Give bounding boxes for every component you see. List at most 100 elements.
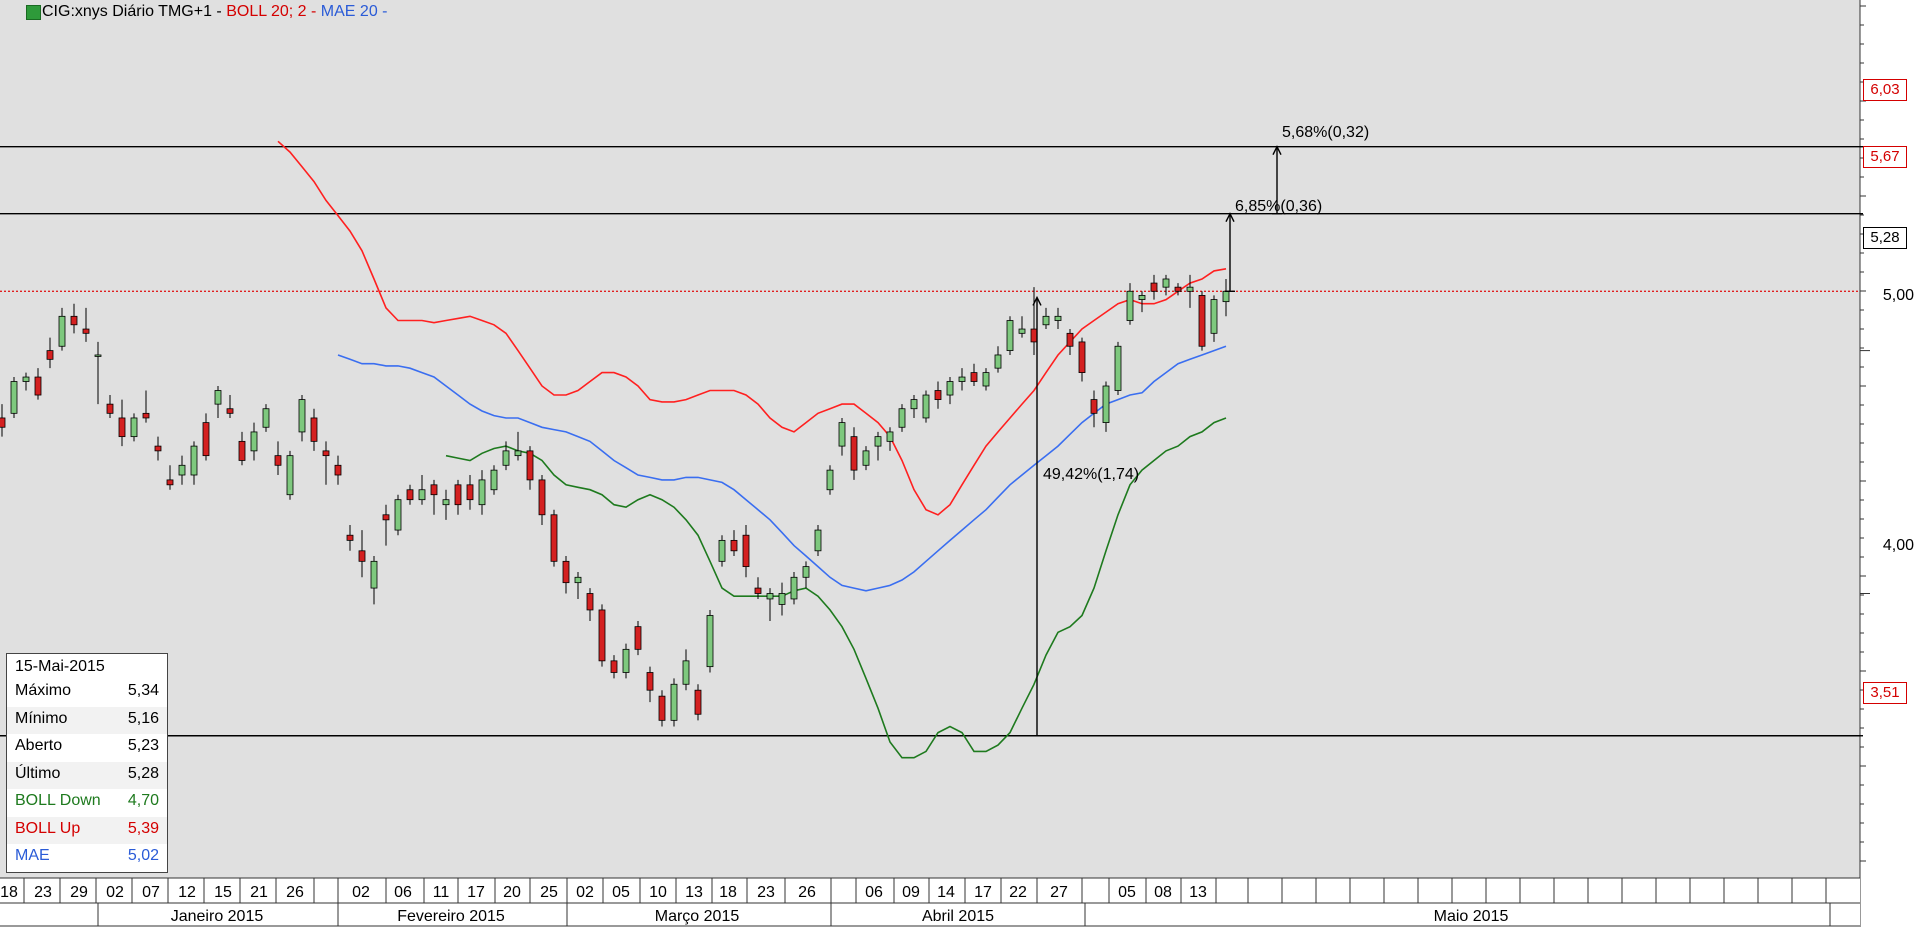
- boll-indicator-label[interactable]: BOLL 20; 2: [226, 3, 307, 20]
- data-window-value: 5,39: [127, 819, 159, 837]
- candle-body: [1006, 320, 1014, 351]
- candle-body: [526, 450, 534, 481]
- candle-body: [538, 479, 546, 516]
- data-window-row: Aberto 5,23: [7, 734, 167, 761]
- candle-body: [190, 445, 198, 476]
- candle-body: [586, 593, 594, 611]
- candle-body: [118, 417, 126, 438]
- x-day-label: 02: [352, 884, 370, 901]
- candle-body: [778, 593, 786, 605]
- candle-body: [358, 550, 366, 562]
- candle-body: [214, 390, 222, 405]
- data-window-date: 15-Mai-2015: [15, 658, 105, 675]
- candle-body: [1018, 328, 1026, 334]
- x-day-label: 11: [433, 884, 450, 901]
- candle-body: [742, 534, 750, 568]
- candle-body: [958, 376, 966, 382]
- candle-body: [154, 445, 162, 452]
- candle-body: [934, 390, 942, 400]
- candle-body: [346, 534, 354, 541]
- x-month-label: Março 2015: [655, 908, 740, 925]
- candle-body: [886, 431, 894, 442]
- candle-body: [1174, 286, 1182, 292]
- candle-body: [70, 315, 78, 326]
- x-day-label: 10: [649, 884, 667, 901]
- candle-body: [622, 648, 630, 673]
- candle-body: [1162, 278, 1170, 288]
- candle-body: [658, 695, 666, 721]
- header-separator: -: [382, 3, 388, 20]
- data-window-row: BOLL Up 5,39: [7, 816, 167, 844]
- candle-body: [202, 422, 210, 457]
- candle-body: [454, 484, 462, 506]
- candle-body: [898, 408, 906, 428]
- candle-body: [166, 479, 174, 486]
- candle-body: [442, 499, 450, 506]
- candle-body: [322, 450, 330, 457]
- candle-body: [766, 593, 774, 600]
- x-day-label: 17: [467, 884, 485, 901]
- candle-body: [430, 484, 438, 496]
- candle-body: [1090, 399, 1098, 414]
- candle-body: [994, 354, 1002, 369]
- candle-body: [850, 436, 858, 471]
- x-month-label: Maio 2015: [1434, 908, 1509, 925]
- x-month-label: Abril 2015: [922, 908, 994, 925]
- candle-body: [394, 499, 402, 531]
- x-day-label: 21: [250, 884, 268, 901]
- candle-body: [514, 450, 522, 457]
- x-day-label: 22: [1009, 884, 1027, 901]
- candle-body: [298, 399, 306, 433]
- x-day-label: 05: [612, 884, 630, 901]
- x-day-label: 23: [34, 884, 52, 901]
- x-day-label: 07: [142, 884, 160, 901]
- data-window-value: 5,28: [127, 764, 159, 782]
- candle-body: [1054, 315, 1062, 321]
- measure-label-middle: 6,85%(0,36): [1235, 198, 1323, 215]
- x-day-label: 17: [974, 884, 992, 901]
- candle-body: [682, 660, 690, 685]
- candle-body: [1078, 341, 1086, 373]
- x-day-label: 08: [1154, 884, 1172, 901]
- price-badge-6-03: 6,03: [1863, 79, 1907, 101]
- candle-body: [646, 672, 654, 691]
- candle-body: [730, 539, 738, 552]
- header-separator: -: [216, 3, 222, 20]
- data-window-value: 4,70: [127, 792, 159, 809]
- x-day-label: 06: [394, 884, 412, 901]
- measure-label-upper: 5,68%(0,32): [1282, 124, 1370, 141]
- candle-body: [262, 408, 270, 428]
- candle-body: [10, 381, 18, 414]
- candle-body: [106, 403, 114, 414]
- symbol-title[interactable]: CIG:xnys Diário TMG+1: [42, 3, 212, 20]
- measure-arrow-middle-head: [1225, 212, 1235, 223]
- data-window-row: Mínimo 5,16: [7, 706, 167, 734]
- price-badge-5-67: 5,67: [1863, 146, 1907, 168]
- candle-body: [814, 529, 822, 552]
- data-window-key: Aberto: [15, 737, 63, 754]
- data-window-key: BOLL Down: [15, 792, 101, 809]
- candle-body: [610, 660, 618, 673]
- measure-arrow-rally-head: [1032, 295, 1042, 306]
- candle-body: [142, 412, 150, 419]
- x-day-label: 14: [937, 884, 955, 901]
- data-window-value: 5,23: [127, 737, 159, 754]
- candle-body: [418, 489, 426, 501]
- candle-body: [1114, 345, 1122, 391]
- boll-down-line: [445, 417, 1227, 759]
- x-day-label: 05: [1118, 884, 1136, 901]
- data-window-value: 5,34: [127, 682, 159, 699]
- price-badge-3-51: 3,51: [1863, 682, 1907, 704]
- candle-body: [250, 431, 258, 452]
- candle-body: [238, 440, 246, 461]
- x-day-label: 12: [178, 884, 196, 901]
- candle-body: [946, 381, 954, 396]
- candle-body: [58, 315, 66, 347]
- data-window-value: 5,02: [127, 847, 159, 864]
- candle-body: [310, 417, 318, 442]
- x-day-label: 15: [214, 884, 232, 901]
- x-day-label: 02: [106, 884, 124, 901]
- mae-indicator-label[interactable]: MAE 20: [320, 3, 378, 20]
- candle-body: [1186, 286, 1194, 292]
